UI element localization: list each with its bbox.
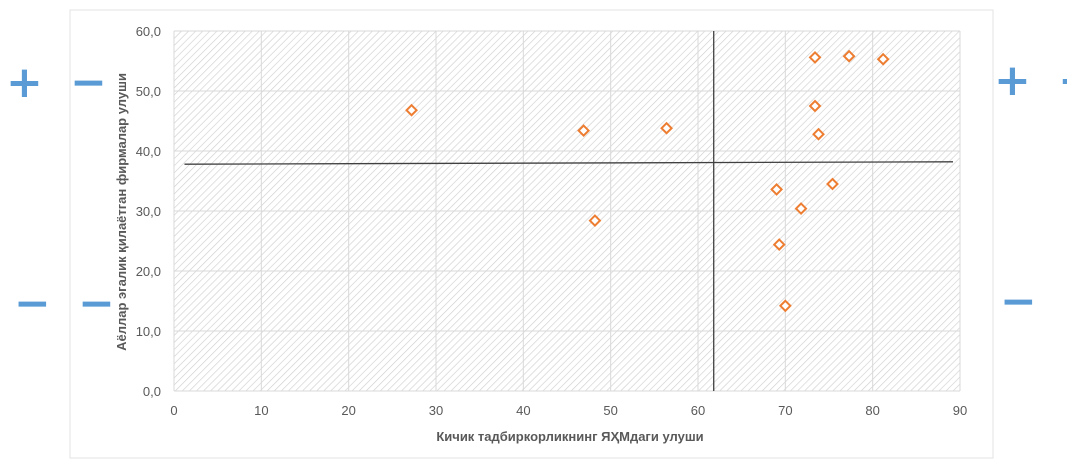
data-point <box>588 214 602 228</box>
y-tick-label: 0,0 <box>143 384 161 399</box>
data-point <box>660 121 673 135</box>
x-tick-label: 30 <box>429 403 443 418</box>
data-point <box>826 177 839 191</box>
y-tick-label: 40,0 <box>136 144 161 159</box>
data-point <box>405 103 418 117</box>
x-axis-title: Кичик тадбиркорликнинг ЯҲМдаги улуши <box>436 429 703 444</box>
data-point <box>808 99 822 113</box>
y-tick-label: 50,0 <box>136 84 161 99</box>
quadrant-label-top-right: + + <box>994 55 1067 106</box>
y-tick-label: 30,0 <box>136 204 161 219</box>
data-points <box>405 49 890 313</box>
x-tick-label: 80 <box>865 403 879 418</box>
x-tick-label: 90 <box>953 403 967 418</box>
x-tick-labels: 0 10 20 30 40 50 60 70 80 90 <box>170 403 967 418</box>
x-tick-label: 60 <box>691 403 705 418</box>
x-tick-label: 0 <box>170 403 177 418</box>
y-tick-labels: 0,0 10,0 20,0 30,0 40,0 50,0 60,0 <box>136 24 161 399</box>
quadrant-label-bottom-right: − + <box>1000 276 1067 327</box>
data-point <box>772 238 786 252</box>
y-axis-title: Аёллар эгалик қилаётган фирмалар улуши <box>114 73 129 351</box>
quadrant-label-bottom-left: − − <box>14 278 121 329</box>
data-point <box>778 299 792 313</box>
y-tick-label: 20,0 <box>136 264 161 279</box>
data-point <box>876 52 890 66</box>
reference-lines <box>184 31 954 391</box>
data-point <box>842 49 856 63</box>
quadrant-label-top-left: + − <box>6 57 113 108</box>
x-tick-label: 70 <box>778 403 792 418</box>
y-tick-label: 60,0 <box>136 24 161 39</box>
y-tick-label: 10,0 <box>136 324 161 339</box>
data-point <box>794 202 808 216</box>
x-tick-label: 50 <box>603 403 617 418</box>
x-tick-label: 20 <box>341 403 355 418</box>
x-tick-label: 40 <box>516 403 530 418</box>
horizontal-reference-line <box>184 161 954 165</box>
x-tick-label: 10 <box>254 403 268 418</box>
data-point <box>812 127 825 141</box>
data-point <box>770 182 784 196</box>
gridlines <box>173 30 961 392</box>
data-point <box>808 50 822 64</box>
data-point <box>577 124 591 138</box>
